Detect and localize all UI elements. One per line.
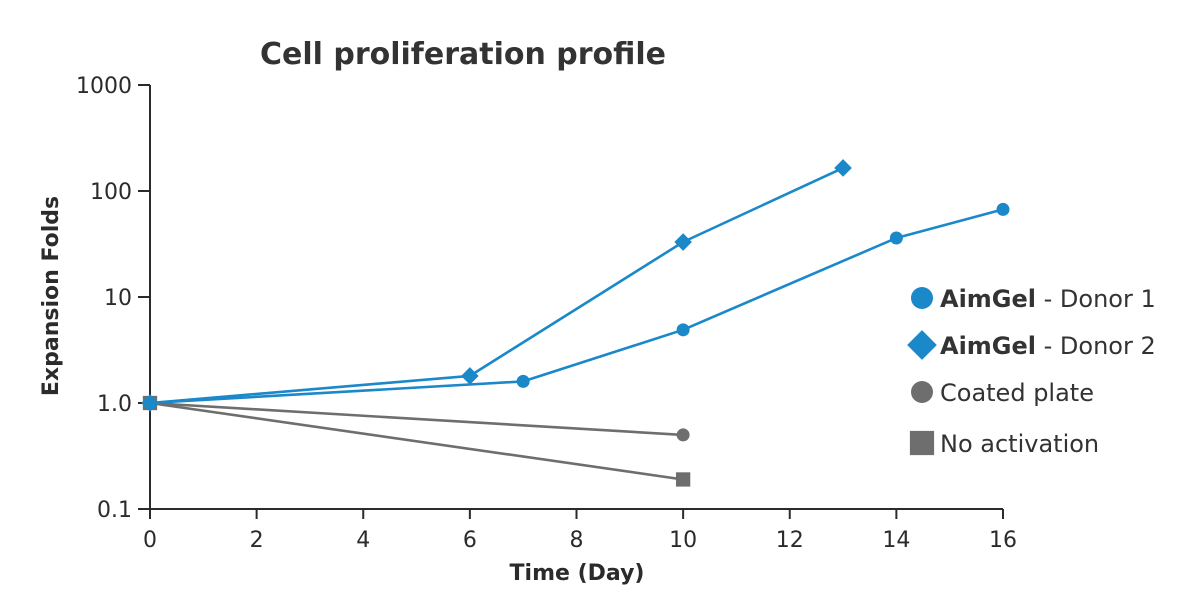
data-point xyxy=(141,394,159,412)
x-axis-title: Time (Day) xyxy=(510,561,645,586)
data-point xyxy=(889,231,903,245)
legend-label: Coated plate xyxy=(940,379,1094,407)
x-tick-label: 2 xyxy=(250,528,264,553)
data-point xyxy=(834,159,852,177)
x-tick-label: 12 xyxy=(776,528,804,553)
legend-label: No activation xyxy=(940,430,1099,458)
series-markers xyxy=(141,159,1010,487)
y-axis-title: Expansion Folds xyxy=(39,196,64,396)
series-line xyxy=(149,401,684,437)
legend-marker xyxy=(907,330,937,360)
series-lines xyxy=(149,166,1004,481)
legend-marker xyxy=(911,287,933,309)
legend-label: AimGel - Donor 2 xyxy=(940,332,1156,360)
legend: AimGel - Donor 1 AimGel - Donor 2 Coated p… xyxy=(907,285,1156,458)
y-tick-label: 100 xyxy=(90,180,132,205)
data-point xyxy=(996,202,1010,216)
data-point xyxy=(461,367,479,385)
y-tick-label: 0.1 xyxy=(97,498,132,523)
x-tick-label: 0 xyxy=(143,528,157,553)
data-point xyxy=(674,233,692,251)
x-tick-label: 6 xyxy=(463,528,477,553)
chart-title: Cell proliferation profile xyxy=(260,37,666,72)
y-tick-label: 1000 xyxy=(76,74,132,99)
series-line xyxy=(149,401,684,481)
legend-label: AimGel - Donor 1 xyxy=(940,285,1156,313)
legend-marker xyxy=(911,381,933,403)
data-point xyxy=(676,323,690,337)
x-tick-label: 4 xyxy=(356,528,370,553)
x-tick-label: 10 xyxy=(669,528,697,553)
series-line xyxy=(149,208,1004,405)
series-line xyxy=(149,166,844,405)
axes: 0 2 4 6 8 10 12 14 16 0.1 1.0 10 100 1000 xyxy=(76,74,1017,553)
y-tick-label: 1.0 xyxy=(97,392,132,417)
y-tick-label: 10 xyxy=(104,286,132,311)
x-tick-label: 8 xyxy=(570,528,584,553)
data-point xyxy=(676,428,690,442)
data-point xyxy=(675,472,691,487)
legend-marker xyxy=(909,430,935,456)
data-point xyxy=(516,374,530,388)
x-tick-label: 16 xyxy=(989,528,1017,553)
x-tick-label: 14 xyxy=(882,528,910,553)
